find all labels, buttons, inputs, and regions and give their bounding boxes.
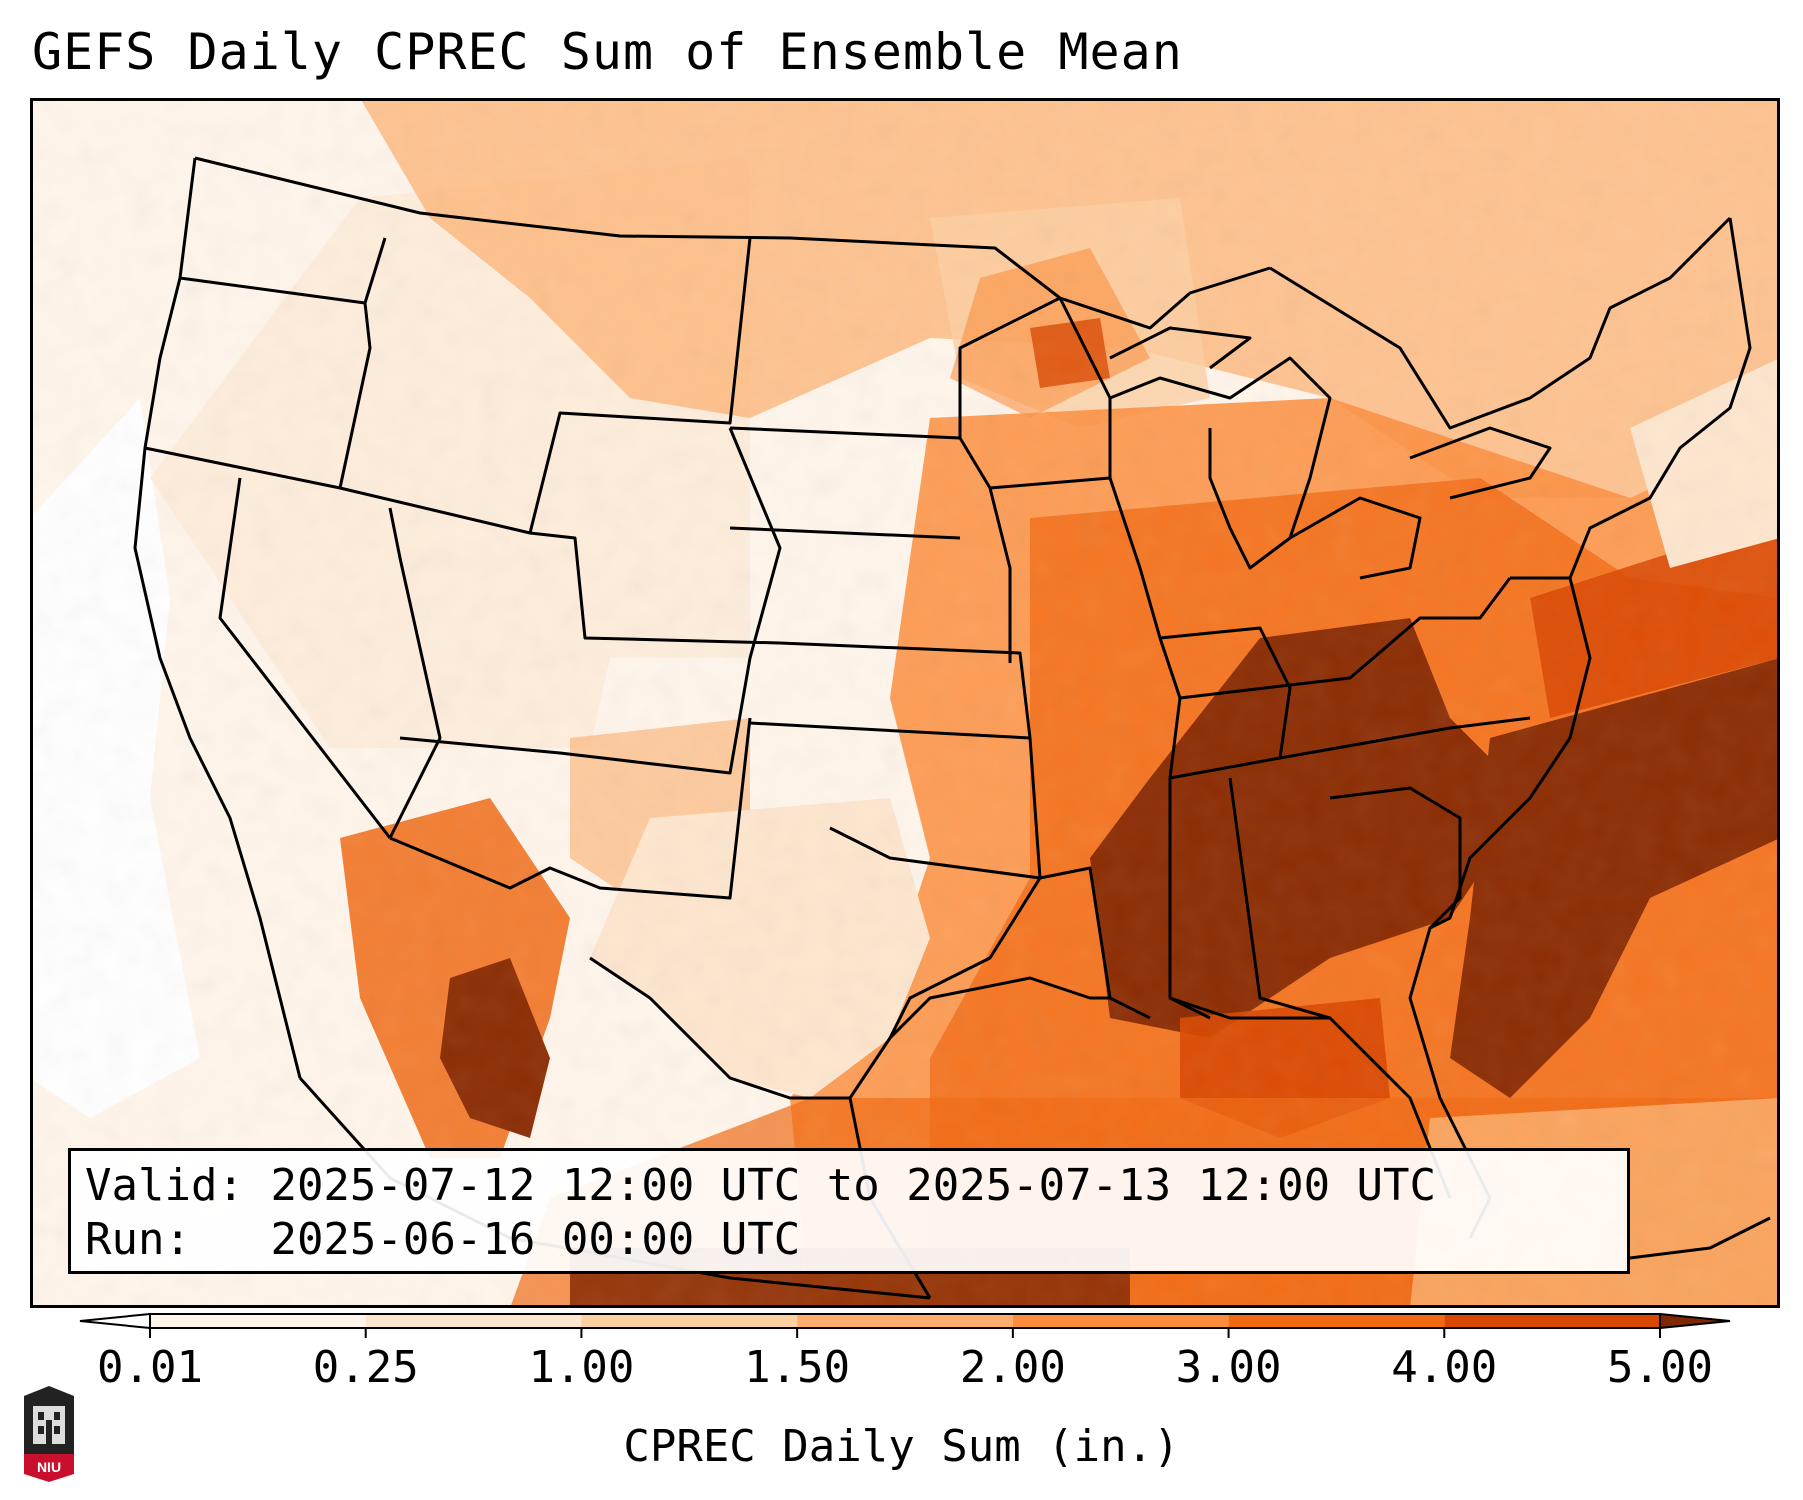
map-frame <box>30 98 1780 1308</box>
colorbar-segment <box>1444 1314 1660 1328</box>
precip-field <box>30 98 1780 1308</box>
boundaries <box>133 156 1771 1300</box>
colorbar-segment <box>797 1314 1013 1328</box>
colorbar-tick-label: 0.01 <box>97 1342 203 1390</box>
colorbar-extend-high <box>1659 1312 1731 1330</box>
colorbar-tick-label: 0.25 <box>313 1342 419 1390</box>
ne-coast <box>1510 217 1752 580</box>
precip-map <box>30 98 1780 1308</box>
colorbar-segment <box>1228 1314 1445 1328</box>
colorbar-segment <box>150 1314 366 1328</box>
valid-line: Valid: 2025-07-12 12:00 UTC to 2025-07-1… <box>85 1159 1613 1213</box>
lake-ontario <box>1409 426 1552 500</box>
validity-info-box: Valid: 2025-07-12 12:00 UTC to 2025-07-1… <box>68 1148 1630 1274</box>
mn-border <box>958 296 1061 438</box>
kentucky-border <box>1179 577 1512 700</box>
valid-value: 2025-07-12 12:00 UTC to 2025-07-13 12:00… <box>270 1160 1437 1211</box>
tx-ok-border <box>829 826 1041 880</box>
valid-label: Valid: <box>85 1160 244 1211</box>
run-line: Run: 2025-06-16 00:00 UTC <box>85 1213 1613 1267</box>
lake-superior <box>1109 326 1252 370</box>
colorbar-border <box>149 1313 1661 1329</box>
colorbar-tick-label: 1.50 <box>744 1342 850 1390</box>
tn-nc-border <box>1169 716 1531 780</box>
iowa-il-border <box>989 476 1182 779</box>
colorbar-title: CPREC Daily Sum (in.) <box>623 1421 1180 1472</box>
utah-colorado-border <box>399 427 782 775</box>
niu-logo-text: NIU <box>37 1459 61 1475</box>
wy-co-border <box>529 531 781 645</box>
florida-panhandle <box>1169 996 1452 1199</box>
us-canada-border <box>194 156 1271 330</box>
az-nm-border <box>389 717 752 900</box>
atlantic-coast <box>1408 577 1592 1239</box>
run-label: Run: <box>85 1214 191 1265</box>
colorbar-tick-label: 5.00 <box>1607 1342 1713 1390</box>
colorbar: 0.01 0.25 1.00 1.50 2.00 3.00 4.00 5.00 <box>70 1310 1740 1393</box>
niu-logo-icon: NIU <box>24 1386 74 1482</box>
page-title: GEFS Daily CPREC Sum of Ensemble Mean <box>32 23 1183 81</box>
colorbar-svg: 0.01 0.25 1.00 1.50 2.00 3.00 4.00 5.00 <box>79 1312 1731 1393</box>
sc-border <box>1329 786 1462 930</box>
nv-az-border <box>388 507 442 839</box>
colorbar-tick-label: 1.00 <box>528 1342 634 1390</box>
gulf-coast <box>888 976 1110 1040</box>
eastern-canada-border <box>1269 216 1732 430</box>
pacific-coast <box>133 157 302 1079</box>
nd-sd-border <box>729 526 961 540</box>
colorbar-segment <box>365 1314 582 1328</box>
or-idaho-border <box>144 302 372 490</box>
colorbar-tick-label: 2.00 <box>960 1342 1066 1390</box>
field-texture <box>30 98 1780 1308</box>
map-canvas <box>30 98 1780 1308</box>
ok-ks-border <box>749 721 1031 740</box>
colorbar-tick-label: 3.00 <box>1176 1342 1282 1390</box>
colorbar-extend-low <box>79 1312 151 1330</box>
indiana-ohio-border <box>1159 626 1292 759</box>
ca-nv-border <box>218 477 392 839</box>
idaho-wyoming-border <box>339 237 752 535</box>
lake-michigan <box>1109 356 1332 570</box>
colorbar-segment <box>581 1314 798 1328</box>
run-value: 2025-06-16 00:00 UTC <box>270 1214 801 1265</box>
lake-erie <box>1289 496 1422 580</box>
cuba-coast <box>1629 1216 1771 1260</box>
la-ms-border <box>1039 866 1151 1020</box>
colorbar-tick-label: 4.00 <box>1391 1342 1497 1390</box>
al-ga-border <box>1228 777 1331 1020</box>
ne-ks-border <box>779 641 1042 879</box>
colorbar-segment <box>1012 1314 1229 1328</box>
